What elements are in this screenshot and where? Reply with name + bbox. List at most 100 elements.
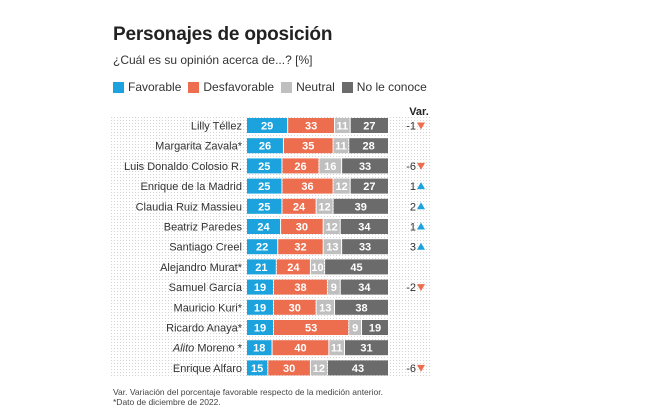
category-label: Santiago Creel xyxy=(169,242,242,254)
bar-segment-desfavorable xyxy=(273,279,327,295)
bar-segment-neutral xyxy=(310,360,327,376)
bar-segment-desfavorable xyxy=(273,299,316,315)
bar-segment-no-le-conoce xyxy=(340,219,388,234)
category-label: Beatriz Paredes xyxy=(164,222,243,234)
legend-item-favorable: Favorable xyxy=(113,80,181,94)
up-arrow-icon xyxy=(417,202,425,210)
bar-segment-favorable xyxy=(247,158,282,174)
data-label-desfavorable: 40 xyxy=(294,343,306,355)
down-arrow-icon xyxy=(417,162,425,170)
bar-segment-neutral xyxy=(329,340,344,356)
var-value: 1 xyxy=(410,181,416,193)
bar-segment-neutral xyxy=(349,320,362,335)
data-label-no-le-conoce: 43 xyxy=(352,363,364,375)
data-label-favorable: 18 xyxy=(253,343,265,355)
legend-swatch-no-le-conoce xyxy=(341,81,353,93)
data-label-favorable: 21 xyxy=(255,262,267,274)
chart-subtitle: ¿Cuál es su opinión acerca de...? [%] xyxy=(113,53,313,67)
bar-segment-favorable xyxy=(247,198,282,214)
data-label-no-le-conoce: 33 xyxy=(359,242,371,254)
data-label-desfavorable: 26 xyxy=(294,161,306,173)
data-label-no-le-conoce: 19 xyxy=(369,323,381,335)
legend-item-desfavorable: Desfavorable xyxy=(188,80,274,94)
legend-label-desfavorable: Desfavorable xyxy=(203,80,275,94)
bar-segment-no-le-conoce xyxy=(342,158,388,174)
bar-segment-neutral xyxy=(323,219,340,234)
data-label-no-le-conoce: 28 xyxy=(362,141,374,153)
data-label-desfavorable: 33 xyxy=(305,121,317,133)
data-label-favorable: 15 xyxy=(251,363,263,375)
data-label-desfavorable: 24 xyxy=(287,262,300,274)
data-label-neutral: 13 xyxy=(326,242,338,254)
up-arrow-icon xyxy=(417,182,425,190)
data-label-neutral: 9 xyxy=(331,282,337,294)
data-label-neutral: 11 xyxy=(335,141,347,153)
var-value: -6 xyxy=(406,161,416,173)
bar-segment-favorable xyxy=(247,259,276,275)
down-arrow-icon xyxy=(417,364,425,372)
data-label-favorable: 24 xyxy=(257,222,270,234)
footnote-date: *Dato de diciembre de 2022. xyxy=(113,397,221,407)
var-value: 1 xyxy=(410,222,416,234)
down-arrow-icon xyxy=(417,122,425,130)
bar-segment-neutral xyxy=(316,198,333,214)
bar-segment-desfavorable xyxy=(283,138,333,154)
data-label-favorable: 29 xyxy=(261,121,273,133)
data-label-neutral: 13 xyxy=(319,302,331,314)
bar-segment-favorable xyxy=(247,299,273,315)
bar-segment-desfavorable xyxy=(282,178,333,194)
data-label-desfavorable: 30 xyxy=(283,363,295,375)
category-label: Claudia Ruiz Massieu xyxy=(136,201,242,213)
data-label-desfavorable: 36 xyxy=(301,181,313,193)
bar-segment-neutral xyxy=(319,158,342,174)
bar-segment-no-le-conoce xyxy=(349,138,388,154)
data-label-favorable: 26 xyxy=(259,141,271,153)
data-label-no-le-conoce: 33 xyxy=(359,161,371,173)
footnote-var: Var. Variación del porcentaje favorable … xyxy=(113,387,383,397)
var-value: -2 xyxy=(406,282,416,294)
bar-segment-desfavorable xyxy=(273,320,349,335)
data-label-desfavorable: 24 xyxy=(293,201,306,213)
bar-segment-desfavorable xyxy=(281,219,323,234)
data-label-favorable: 19 xyxy=(254,282,266,294)
bar-segment-favorable xyxy=(247,219,281,234)
data-label-favorable: 25 xyxy=(258,201,270,213)
data-label-no-le-conoce: 27 xyxy=(363,181,375,193)
data-label-neutral: 11 xyxy=(337,121,349,133)
bar-segment-neutral xyxy=(327,279,340,295)
bar-segment-neutral xyxy=(333,138,349,154)
bar-segment-desfavorable xyxy=(282,198,316,214)
data-label-desfavorable: 32 xyxy=(294,242,306,254)
bar-segment-favorable xyxy=(247,138,283,154)
bar-segment-no-le-conoce xyxy=(327,360,388,376)
up-arrow-icon xyxy=(417,222,425,230)
data-label-neutral: 12 xyxy=(318,201,330,213)
category-label: Enrique de la Madrid xyxy=(140,181,242,193)
category-label: Lilly Téllez xyxy=(191,121,242,133)
var-value: -1 xyxy=(406,121,416,133)
category-label: Samuel García xyxy=(169,282,243,294)
legend-swatch-desfavorable xyxy=(188,81,200,93)
data-label-neutral: 16 xyxy=(324,161,336,173)
category-label: Ricardo Anaya* xyxy=(166,323,243,335)
data-label-desfavorable: 38 xyxy=(294,282,306,294)
bar-segment-no-le-conoce xyxy=(325,259,388,275)
category-label: Mauricio Kuri* xyxy=(174,302,243,314)
data-label-neutral: 11 xyxy=(331,343,343,355)
data-label-neutral: 12 xyxy=(313,363,325,375)
category-label: Luis Donaldo Colosio R. xyxy=(124,161,242,173)
data-label-no-le-conoce: 27 xyxy=(363,121,375,133)
data-label-favorable: 19 xyxy=(254,323,266,335)
bar-segment-no-le-conoce xyxy=(342,239,388,255)
legend-swatch-favorable xyxy=(113,81,124,93)
footnotes: Var. Variación del porcentaje favorable … xyxy=(113,387,383,407)
bar-segment-no-le-conoce xyxy=(350,118,388,133)
bar-segment-no-le-conoce xyxy=(340,279,388,295)
data-label-no-le-conoce: 31 xyxy=(360,343,372,355)
category-label: Alejandro Murat* xyxy=(160,262,243,274)
bar-segment-favorable xyxy=(247,239,278,255)
data-label-neutral: 10 xyxy=(311,262,323,274)
category-label: Margarita Zavala* xyxy=(155,141,243,153)
data-label-favorable: 22 xyxy=(256,242,268,254)
